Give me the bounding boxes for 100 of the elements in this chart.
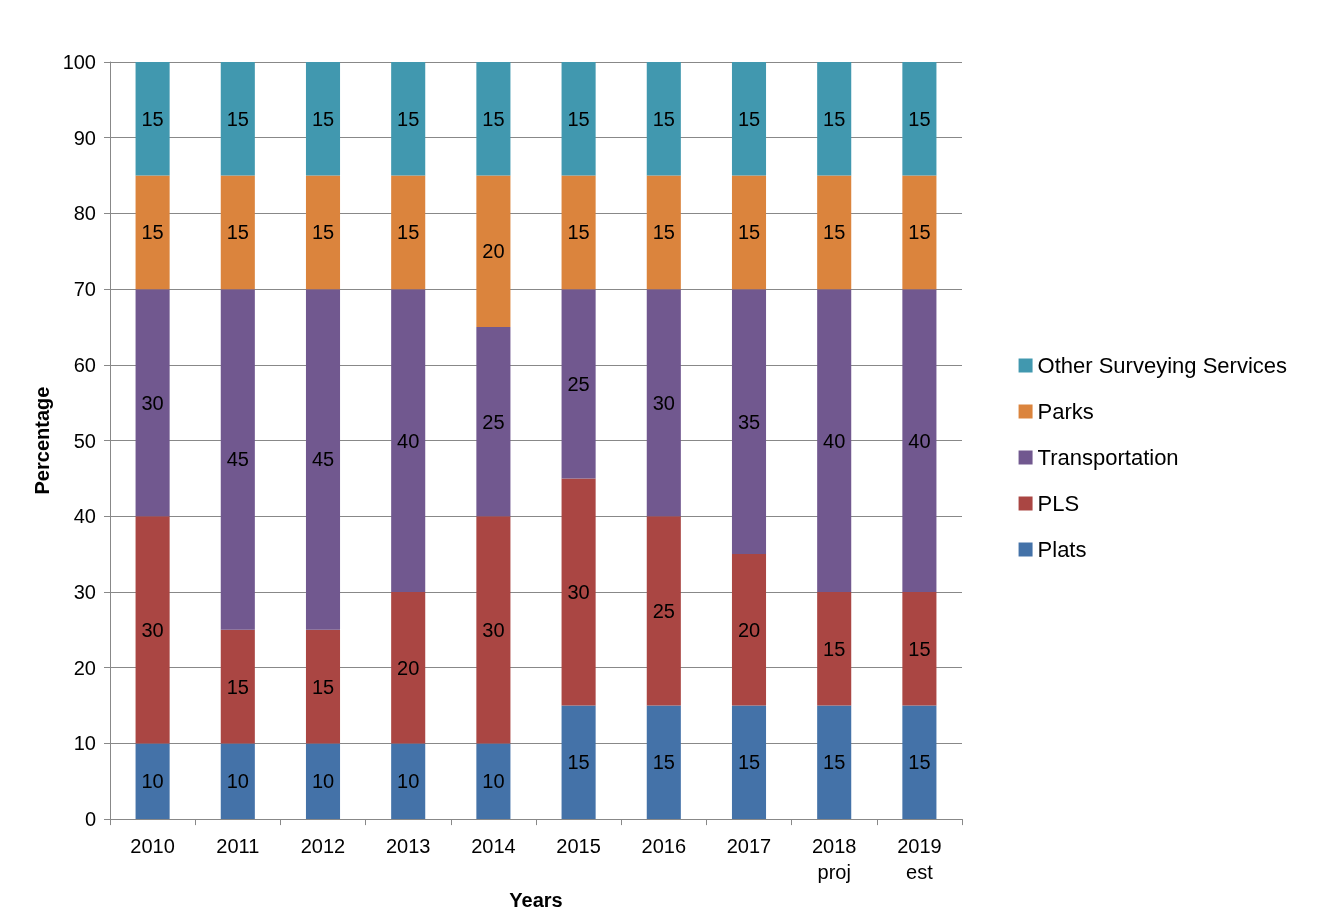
bar (391, 62, 426, 176)
y-tick-label: 30 (73, 580, 96, 603)
bar (476, 326, 511, 517)
legend-label: Plats (1037, 537, 1087, 562)
bar (731, 705, 767, 820)
data-label: 15 (908, 637, 931, 660)
data-label: 15 (311, 107, 335, 130)
legend-label: Other Surveying Services (1037, 353, 1287, 378)
data-label: 15 (141, 221, 164, 244)
data-label: 30 (141, 391, 164, 414)
bar (646, 705, 681, 820)
x-tick-label: 2015 (556, 835, 601, 858)
data-label: 15 (823, 221, 846, 244)
y-tick-label: 70 (73, 278, 96, 301)
x-tick-label: 2010 (130, 835, 175, 858)
y-tick-label: 0 (84, 808, 96, 831)
x-tick-label: 2018 proj (811, 835, 857, 884)
data-label: 20 (737, 618, 761, 641)
data-label: 20 (397, 656, 420, 679)
data-label: 10 (397, 770, 420, 793)
data-label: 15 (567, 221, 590, 244)
x-axis-title: Years (509, 889, 563, 911)
data-label: 15 (226, 221, 249, 244)
data-label: 15 (823, 107, 846, 130)
legend-label: PLS (1037, 491, 1080, 516)
data-label: 40 (823, 429, 846, 452)
x-tick-label: 2017 (726, 835, 772, 858)
data-label: 15 (823, 751, 846, 774)
data-label: 15 (311, 221, 335, 244)
data-label: 15 (652, 221, 675, 244)
bar (731, 289, 767, 555)
x-tick-label: 2016 (641, 835, 687, 858)
data-label: 10 (226, 770, 249, 793)
x-tick-label: 2019 est (897, 835, 942, 884)
data-label: 15 (567, 751, 590, 774)
bar (305, 629, 341, 744)
bar (305, 175, 341, 290)
bar (817, 175, 852, 290)
bar (731, 175, 767, 290)
y-tick-label: 50 (73, 429, 96, 452)
data-label: 25 (482, 410, 505, 433)
y-tick-label: 40 (73, 505, 96, 528)
bar (220, 175, 255, 290)
bar (391, 175, 426, 290)
data-label: 15 (397, 107, 420, 130)
x-tick-label: 2012 (300, 835, 346, 858)
data-label: 30 (652, 391, 675, 414)
bar (305, 743, 341, 820)
bar (902, 62, 937, 176)
bar (476, 62, 511, 176)
bar (305, 289, 341, 630)
bar (220, 289, 255, 630)
data-label: 15 (908, 221, 931, 244)
bar (817, 289, 852, 592)
bar (731, 62, 767, 176)
data-label: 25 (652, 599, 675, 622)
bar (476, 516, 511, 744)
data-label: 15 (226, 675, 249, 698)
bar (731, 554, 767, 706)
data-label: 15 (823, 637, 846, 660)
data-label: 40 (397, 429, 420, 452)
y-axis-title: Percentage (30, 386, 53, 495)
bar (476, 743, 511, 820)
data-label: 10 (141, 770, 164, 793)
data-label: 15 (482, 107, 505, 130)
data-label: 15 (567, 107, 590, 130)
bar (135, 743, 170, 820)
y-tick-label: 100 (62, 51, 96, 73)
bar (902, 705, 937, 820)
data-label: 15 (226, 107, 249, 130)
data-label: 15 (737, 107, 761, 130)
bar (902, 591, 937, 706)
bar (817, 62, 852, 176)
bar (561, 289, 596, 479)
y-tick-label: 10 (73, 732, 96, 755)
data-label: 15 (737, 221, 761, 244)
data-label: 15 (908, 107, 931, 130)
bar (902, 175, 937, 290)
bar (220, 743, 255, 820)
data-label: 45 (226, 448, 249, 471)
data-label: 15 (311, 675, 335, 698)
bar (305, 62, 341, 176)
data-label: 30 (482, 618, 505, 641)
data-label: 45 (311, 448, 335, 471)
bar (135, 516, 170, 744)
bar (646, 62, 681, 176)
bar (476, 175, 511, 327)
bar (391, 743, 426, 820)
bar (646, 516, 681, 706)
x-tick-label: 2011 (216, 835, 260, 858)
data-label: 15 (908, 751, 931, 774)
bar (135, 289, 170, 517)
data-label: 35 (737, 410, 761, 433)
legend-label: Transportation (1037, 445, 1179, 470)
bar (135, 62, 170, 176)
bar (817, 591, 852, 706)
data-label: 15 (652, 751, 675, 774)
data-label: 15 (397, 221, 420, 244)
y-tick-label: 80 (73, 202, 96, 225)
bar (391, 591, 426, 744)
